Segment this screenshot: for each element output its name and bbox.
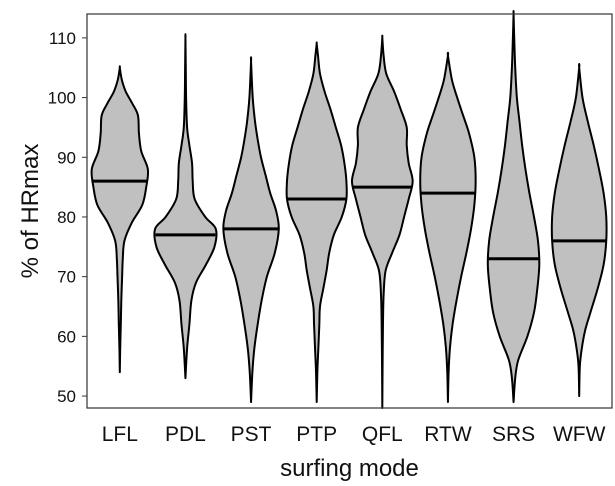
x-tick-label-pst: PST	[231, 423, 272, 446]
x-tick-label-qfl: QFL	[362, 423, 403, 446]
x-tick-label-wfw: WFW	[553, 423, 606, 446]
violin-series	[90, 10, 608, 409]
violin-qfl	[350, 34, 414, 409]
y-tick-label: 60	[57, 327, 76, 346]
violin-srs	[486, 10, 541, 404]
plot-frame	[86, 13, 613, 409]
y-tick-label: 50	[57, 387, 76, 406]
y-tick-label: 100	[48, 89, 76, 108]
y-axis-title: % of HRmax	[17, 144, 44, 279]
y-tick-label: 70	[57, 268, 76, 287]
violin-rtw	[419, 51, 477, 404]
x-axis-title: surfing mode	[280, 455, 419, 482]
x-tick-label-ptp: PTP	[296, 423, 337, 446]
y-tick-label: 110	[49, 29, 76, 48]
x-tick-label-rtw: RTW	[424, 423, 472, 446]
x-axis: LFL PDL PST PTP QFL RTW SRS WFW	[102, 423, 606, 446]
y-tick-label: 90	[57, 148, 76, 167]
violin-pdl	[153, 33, 218, 380]
y-axis: 50 60 70 80 90 100 110	[48, 29, 87, 406]
x-tick-label-srs: SRS	[492, 423, 535, 446]
violin-ptp	[285, 41, 348, 404]
y-tick-label: 80	[57, 208, 76, 227]
violin-lfl	[90, 65, 150, 374]
x-tick-label-pdl: PDL	[165, 423, 206, 446]
violin-wfw	[550, 62, 608, 398]
x-tick-label-lfl: LFL	[102, 423, 138, 446]
